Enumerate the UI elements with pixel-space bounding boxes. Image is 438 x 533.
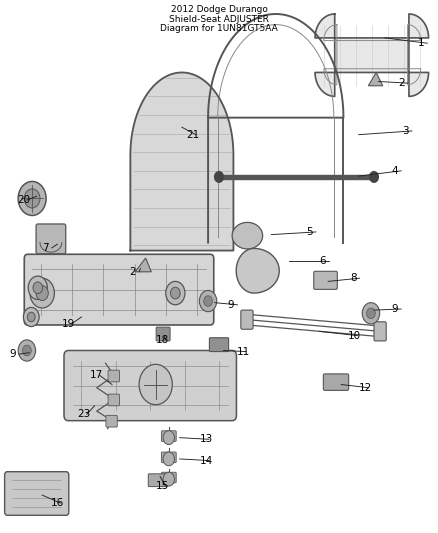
Polygon shape bbox=[368, 72, 383, 86]
Text: 2: 2 bbox=[130, 267, 136, 277]
Text: 11: 11 bbox=[237, 346, 250, 357]
FancyBboxPatch shape bbox=[108, 394, 120, 406]
Text: 8: 8 bbox=[350, 273, 357, 283]
FancyBboxPatch shape bbox=[161, 431, 176, 441]
Circle shape bbox=[166, 281, 185, 305]
Polygon shape bbox=[135, 258, 151, 272]
Text: 5: 5 bbox=[306, 227, 313, 237]
FancyBboxPatch shape bbox=[209, 338, 229, 352]
Text: 10: 10 bbox=[348, 330, 361, 341]
Text: 9: 9 bbox=[392, 304, 398, 314]
FancyBboxPatch shape bbox=[108, 370, 120, 382]
Circle shape bbox=[27, 312, 35, 322]
Circle shape bbox=[163, 452, 174, 466]
Text: 12: 12 bbox=[359, 383, 372, 393]
Polygon shape bbox=[315, 14, 428, 96]
Circle shape bbox=[36, 286, 48, 301]
Text: 23: 23 bbox=[77, 409, 90, 419]
Circle shape bbox=[367, 308, 375, 319]
Text: 17: 17 bbox=[90, 370, 103, 381]
Text: 9: 9 bbox=[10, 349, 16, 359]
Circle shape bbox=[139, 365, 172, 405]
Circle shape bbox=[163, 431, 174, 445]
Circle shape bbox=[28, 276, 47, 300]
Text: 3: 3 bbox=[403, 126, 409, 136]
Text: 1: 1 bbox=[418, 38, 424, 48]
Text: 9: 9 bbox=[228, 300, 234, 310]
Circle shape bbox=[199, 290, 217, 312]
FancyBboxPatch shape bbox=[241, 310, 253, 329]
Circle shape bbox=[163, 472, 174, 486]
Polygon shape bbox=[232, 222, 263, 249]
FancyBboxPatch shape bbox=[314, 271, 337, 289]
Text: 19: 19 bbox=[62, 319, 75, 329]
Text: 16: 16 bbox=[51, 498, 64, 508]
Circle shape bbox=[370, 172, 378, 182]
Text: Shield-Seat ADJUSTER: Shield-Seat ADJUSTER bbox=[169, 14, 269, 23]
FancyBboxPatch shape bbox=[148, 474, 167, 487]
Text: 4: 4 bbox=[392, 166, 398, 176]
Circle shape bbox=[23, 308, 39, 327]
Circle shape bbox=[362, 303, 380, 324]
FancyBboxPatch shape bbox=[161, 452, 176, 463]
FancyBboxPatch shape bbox=[24, 254, 214, 325]
FancyBboxPatch shape bbox=[323, 374, 349, 390]
FancyBboxPatch shape bbox=[64, 351, 237, 421]
Circle shape bbox=[204, 296, 212, 306]
Circle shape bbox=[18, 181, 46, 215]
Polygon shape bbox=[236, 248, 279, 293]
Text: 21: 21 bbox=[186, 130, 199, 140]
FancyBboxPatch shape bbox=[5, 472, 69, 515]
Polygon shape bbox=[131, 72, 233, 251]
Circle shape bbox=[22, 345, 31, 356]
Circle shape bbox=[170, 287, 180, 299]
Text: 13: 13 bbox=[199, 434, 212, 445]
Circle shape bbox=[215, 172, 223, 182]
FancyBboxPatch shape bbox=[106, 415, 117, 427]
FancyBboxPatch shape bbox=[374, 322, 386, 341]
FancyBboxPatch shape bbox=[161, 472, 176, 483]
Text: Diagram for 1UN81GT5AA: Diagram for 1UN81GT5AA bbox=[160, 24, 278, 33]
Text: 6: 6 bbox=[319, 256, 326, 266]
Circle shape bbox=[33, 282, 42, 294]
Text: 15: 15 bbox=[155, 481, 169, 490]
Circle shape bbox=[30, 278, 54, 308]
FancyBboxPatch shape bbox=[36, 224, 66, 254]
Text: 20: 20 bbox=[17, 195, 30, 205]
FancyBboxPatch shape bbox=[156, 327, 170, 341]
Text: 7: 7 bbox=[42, 243, 49, 253]
Circle shape bbox=[24, 189, 40, 208]
Text: 2012 Dodge Durango: 2012 Dodge Durango bbox=[170, 5, 268, 14]
Text: 14: 14 bbox=[199, 456, 212, 465]
Text: 18: 18 bbox=[155, 335, 169, 345]
Circle shape bbox=[18, 340, 35, 361]
Text: 2: 2 bbox=[398, 78, 405, 88]
